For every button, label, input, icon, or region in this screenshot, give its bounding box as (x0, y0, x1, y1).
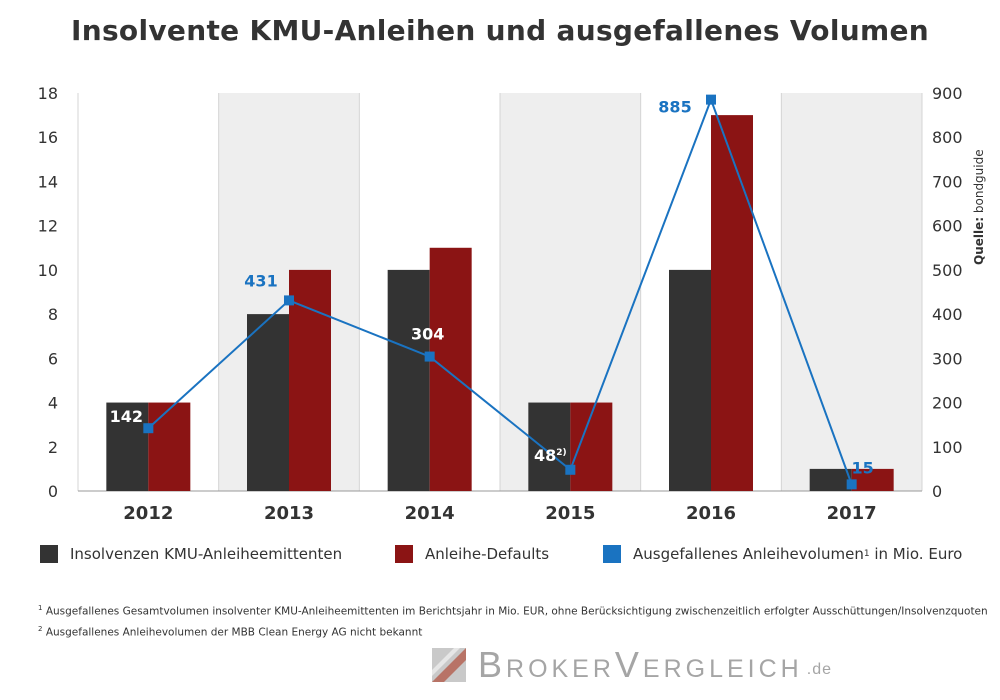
bar-defaults-2017 (851, 468, 894, 491)
y-right-tick-800: 800 (932, 128, 963, 147)
legend-item-insolvenzen: Insolvenzen KMU-Anleiheemittenten (40, 545, 342, 563)
logo: BrokerVergleich .de (432, 644, 832, 685)
bar-insolvenzen-2016 (669, 269, 711, 491)
line-volumen (147, 96, 853, 485)
bar-insolvenzen-2014 (387, 269, 430, 491)
legend-item-defaults: Anleihe-Defaults (395, 545, 549, 563)
logo-text: BrokerVergleich (478, 644, 803, 685)
y-left-tick-8: 8 (48, 305, 58, 324)
data-label-sup-2015: 2) (556, 448, 566, 458)
data-label-2017: 15 (852, 458, 874, 477)
y-left-tick-16: 16 (38, 128, 58, 147)
source-value: bondguide (972, 149, 986, 214)
y-right-tick-500: 500 (932, 261, 963, 280)
x-tick-2017: 2017 (827, 503, 877, 524)
x-tick-2016: 2016 (686, 503, 736, 524)
logo-suffix: .de (806, 661, 832, 678)
y-left-tick-0: 0 (48, 482, 58, 501)
y-left-tick-12: 12 (38, 217, 58, 236)
y-left-tick-4: 4 (48, 394, 58, 413)
footnote-1-text: Ausgefallenes Gesamtvolumen insolventer … (45, 605, 988, 618)
y-left-tick-2: 2 (48, 438, 58, 457)
x-tick-2015: 2015 (545, 503, 595, 524)
logo-icon (432, 648, 466, 682)
legend-swatch-insolvenzen (40, 545, 58, 563)
bar-insolvenzen-2015 (528, 402, 571, 491)
data-label-2014: 304 (411, 325, 444, 344)
y-right-tick-300: 300 (932, 349, 963, 368)
footnotes: 1 Ausgefallenes Gesamtvolumen insolvente… (38, 600, 988, 641)
legend-label-insolvenzen: Insolvenzen KMU-Anleiheemittenten (70, 545, 343, 563)
source-key: Quelle: (972, 216, 986, 265)
footnote-1: 1 Ausgefallenes Gesamtvolumen insolvente… (38, 600, 988, 621)
point-volumen-2017 (846, 479, 857, 490)
point-volumen-2014 (424, 351, 435, 362)
bar-defaults-2013 (289, 269, 331, 491)
y-left-tick-10: 10 (38, 261, 58, 280)
x-tick-2014: 2014 (405, 503, 455, 524)
legend: Insolvenzen KMU-Anleiheemittenten Anleih… (40, 545, 980, 571)
data-label-2012: 142 (110, 407, 143, 426)
legend-swatch-defaults (395, 545, 413, 563)
bar-insolvenzen-2017 (809, 468, 852, 491)
footnote-2-text: Ausgefallenes Anleihevolumen der MBB Cle… (45, 626, 423, 638)
legend-label-defaults: Anleihe-Defaults (425, 545, 550, 563)
y-right-tick-100: 100 (932, 438, 963, 457)
legend-label-volumen-sup: 1 (863, 549, 870, 559)
point-volumen-2013 (284, 295, 294, 306)
source-label: Quelle: bondguide (972, 149, 986, 265)
legend-label-volumen: Ausgefallenes Anleihevolumen (633, 545, 864, 563)
y-left-tick-18: 18 (38, 84, 58, 103)
point-volumen-2012 (143, 423, 154, 434)
legend-swatch-volumen (603, 545, 621, 563)
bar-insolvenzen-2012 (106, 402, 149, 491)
x-tick-2012: 2012 (123, 503, 173, 524)
chart-title: Insolvente KMU-Anleihen und ausgefallene… (71, 14, 929, 47)
legend-item-volumen: Ausgefallenes Anleihevolumen 1 in Mio. Eu… (603, 545, 962, 563)
data-label-2013: 431 (244, 271, 277, 290)
footnote-2-mark: 2 (38, 624, 43, 633)
y-right-tick-0: 0 (932, 482, 942, 501)
x-tick-2013: 2013 (264, 503, 314, 524)
shaded-column-2017 (781, 93, 922, 491)
point-volumen-2016 (706, 94, 716, 105)
y-right-tick-600: 600 (932, 217, 963, 236)
y-right-tick-400: 400 (932, 305, 963, 324)
bar-defaults-2014 (429, 247, 472, 491)
bar-insolvenzen-2013 (247, 314, 289, 491)
data-label-2016: 885 (658, 98, 691, 117)
y-left-tick-14: 14 (38, 172, 58, 191)
chart: 0 2 4 6 8 10 12 14 16 18 0 100 200 300 400 500 600 700 800… (38, 84, 963, 524)
y-right-tick-200: 200 (932, 394, 963, 413)
bar-defaults-2012 (148, 402, 191, 491)
point-volumen-2015 (565, 464, 576, 475)
y-right-tick-900: 900 (932, 84, 963, 103)
footnote-2: 2 Ausgefallenes Anleihevolumen der MBB C… (38, 621, 988, 642)
y-left-tick-6: 6 (48, 349, 58, 368)
footnote-1-mark: 1 (38, 604, 43, 612)
y-right-tick-700: 700 (932, 172, 963, 191)
bar-defaults-2016 (711, 115, 753, 491)
legend-label-volumen-suffix: in Mio. Euro (869, 545, 963, 563)
